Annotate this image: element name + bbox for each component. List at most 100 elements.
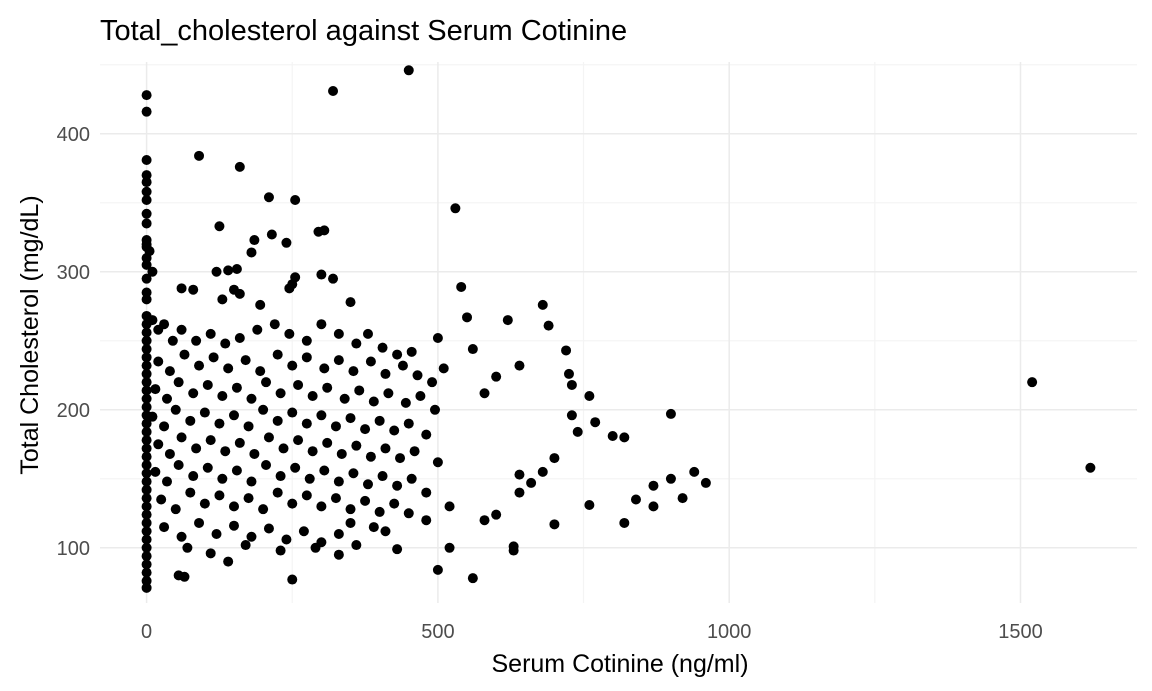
data-point: [228, 410, 239, 421]
data-point: [380, 368, 391, 379]
data-point: [220, 338, 231, 349]
data-point: [348, 366, 359, 377]
data-point: [266, 229, 277, 240]
data-point: [141, 435, 152, 446]
data-point: [141, 208, 152, 219]
data-point: [275, 471, 286, 482]
data-point: [188, 284, 199, 295]
data-point: [167, 335, 178, 346]
data-point: [301, 335, 312, 346]
data-point: [249, 448, 260, 459]
data-point: [374, 506, 385, 517]
data-point: [141, 186, 152, 197]
data-point: [176, 283, 187, 294]
data-point: [333, 549, 344, 560]
data-point: [362, 328, 373, 339]
data-point: [319, 363, 330, 374]
data-point: [161, 393, 172, 404]
data-point: [319, 465, 330, 476]
data-point: [333, 355, 344, 366]
data-point: [258, 404, 269, 415]
data-point: [403, 65, 414, 76]
data-point: [141, 402, 152, 413]
data-point: [202, 379, 213, 390]
data-point: [258, 504, 269, 515]
data-point: [392, 544, 403, 555]
data-point: [141, 218, 152, 229]
data-point: [234, 333, 245, 344]
data-point: [619, 432, 630, 443]
data-point: [205, 328, 216, 339]
data-point: [185, 487, 196, 498]
data-point: [514, 360, 525, 371]
data-point: [456, 281, 467, 292]
data-point: [141, 418, 152, 429]
y-tick-label: 100: [57, 538, 90, 560]
x-tick-label: 500: [421, 621, 454, 643]
data-point: [275, 545, 286, 556]
data-point: [365, 451, 376, 462]
data-point: [316, 319, 327, 330]
data-point: [607, 431, 618, 442]
data-point: [648, 501, 659, 512]
data-point: [278, 443, 289, 454]
data-point: [333, 528, 344, 539]
data-point: [194, 360, 205, 371]
data-point: [677, 493, 688, 504]
data-point: [630, 494, 641, 505]
data-point: [351, 540, 362, 551]
data-point: [179, 349, 190, 360]
data-point: [345, 517, 356, 528]
data-point: [141, 426, 152, 437]
data-point: [141, 509, 152, 520]
data-point: [328, 85, 339, 96]
y-tick-label: 400: [57, 124, 90, 146]
data-point: [508, 541, 519, 552]
data-point: [164, 448, 175, 459]
data-point: [176, 324, 187, 335]
data-point: [153, 356, 164, 367]
data-point: [392, 480, 403, 491]
data-point: [228, 520, 239, 531]
data-point: [211, 528, 222, 539]
data-point: [161, 476, 172, 487]
data-point: [328, 273, 339, 284]
data-point: [243, 421, 254, 432]
data-point: [147, 411, 158, 422]
data-point: [159, 421, 170, 432]
data-point: [362, 479, 373, 490]
data-point: [141, 476, 152, 487]
data-point: [389, 425, 400, 436]
data-point: [403, 418, 414, 429]
data-point: [514, 487, 525, 498]
data-point: [231, 382, 242, 393]
data-point: [397, 360, 408, 371]
data-point: [156, 494, 167, 505]
data-point: [208, 352, 219, 363]
data-point: [261, 459, 272, 470]
data-point: [141, 294, 152, 305]
data-point: [287, 407, 298, 418]
data-point: [243, 493, 254, 504]
data-point: [141, 526, 152, 537]
data-point: [421, 515, 432, 526]
x-tick-label: 1000: [707, 621, 752, 643]
data-point: [316, 410, 327, 421]
data-point: [322, 437, 333, 448]
data-point: [240, 540, 251, 551]
data-point: [159, 522, 170, 533]
grid: [100, 62, 1137, 603]
data-point: [438, 363, 449, 374]
data-point: [380, 526, 391, 537]
data-point: [141, 443, 152, 454]
data-point: [223, 265, 234, 276]
data-point: [491, 371, 502, 382]
y-axis-label: Total Cholesterol (mg/dL): [16, 195, 44, 474]
data-point: [380, 443, 391, 454]
x-axis-ticks: 0 500 1000 1500: [141, 621, 1043, 643]
data-point: [293, 379, 304, 390]
data-point: [141, 468, 152, 479]
data-point: [479, 515, 490, 526]
data-point: [290, 462, 301, 473]
data-point: [147, 266, 158, 277]
